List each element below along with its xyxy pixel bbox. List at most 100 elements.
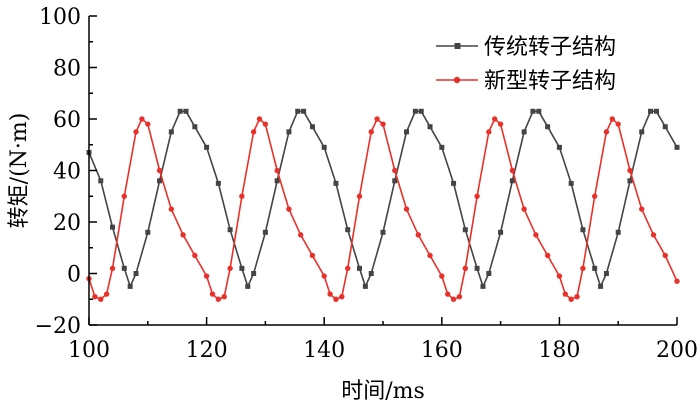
data-point bbox=[639, 206, 645, 212]
data-point bbox=[648, 108, 654, 114]
data-point bbox=[462, 265, 469, 272]
data-point bbox=[480, 283, 486, 289]
data-point bbox=[556, 273, 563, 279]
data-point bbox=[368, 129, 374, 135]
data-point bbox=[256, 116, 263, 122]
data-point bbox=[662, 124, 668, 130]
data-point bbox=[309, 252, 316, 259]
data-point bbox=[356, 265, 362, 271]
y-tick-label: 20 bbox=[53, 211, 81, 236]
data-point bbox=[274, 178, 280, 184]
x-axis-title: 时间/ms bbox=[341, 379, 425, 404]
data-point bbox=[309, 124, 315, 130]
data-point bbox=[321, 144, 327, 150]
data-point bbox=[450, 296, 457, 302]
data-point bbox=[204, 144, 210, 150]
data-point bbox=[568, 180, 574, 186]
data-point bbox=[674, 278, 680, 284]
y-tick-label: 40 bbox=[53, 160, 81, 185]
data-point bbox=[653, 108, 659, 114]
data-point bbox=[327, 291, 333, 297]
legend-item: 新型转子结构 bbox=[436, 69, 616, 94]
data-point bbox=[592, 265, 598, 271]
data-point bbox=[368, 271, 374, 276]
legend-item: 传统转子结构 bbox=[436, 35, 616, 60]
data-point bbox=[301, 108, 307, 114]
y-tick-label: 60 bbox=[53, 108, 81, 133]
data-point bbox=[404, 129, 410, 135]
data-point bbox=[356, 193, 363, 199]
data-point bbox=[177, 108, 183, 114]
data-point bbox=[168, 129, 174, 135]
data-point bbox=[98, 178, 104, 184]
data-point bbox=[110, 224, 116, 230]
data-point bbox=[345, 265, 351, 272]
data-point bbox=[262, 121, 269, 127]
data-point bbox=[591, 193, 598, 199]
data-point bbox=[286, 206, 292, 212]
data-point bbox=[474, 265, 480, 271]
y-axis-title: 转矩/(N·m) bbox=[7, 113, 32, 229]
data-point bbox=[486, 271, 492, 276]
data-point bbox=[139, 116, 145, 122]
data-point bbox=[203, 273, 210, 279]
data-point bbox=[251, 271, 257, 276]
data-point bbox=[192, 252, 198, 259]
data-point bbox=[274, 167, 280, 174]
series-1 bbox=[86, 108, 680, 289]
data-point bbox=[627, 167, 633, 174]
data-point bbox=[427, 124, 433, 130]
data-point bbox=[215, 296, 222, 302]
data-point bbox=[492, 116, 498, 122]
data-point bbox=[98, 296, 104, 302]
data-point bbox=[412, 108, 418, 114]
series-line bbox=[88, 110, 678, 289]
data-point bbox=[133, 129, 139, 135]
legend-marker bbox=[453, 76, 461, 84]
data-point bbox=[168, 206, 175, 212]
data-point bbox=[250, 129, 257, 135]
data-point bbox=[456, 293, 463, 300]
data-point bbox=[439, 273, 445, 279]
data-point bbox=[474, 193, 480, 199]
series-line bbox=[88, 117, 678, 301]
tick-labels: 100 120 140 160 180 200 −20 0 20 40 60 80 100 bbox=[35, 5, 698, 363]
data-point bbox=[392, 167, 398, 174]
data-point bbox=[183, 108, 189, 114]
data-point bbox=[650, 232, 657, 238]
data-point bbox=[321, 273, 327, 279]
data-point bbox=[444, 291, 451, 297]
x-tick-label: 140 bbox=[303, 338, 345, 363]
data-point bbox=[439, 144, 445, 150]
data-point bbox=[239, 265, 245, 271]
data-point bbox=[339, 293, 345, 300]
data-point bbox=[127, 283, 133, 289]
data-point bbox=[380, 229, 386, 235]
data-point bbox=[403, 206, 410, 212]
plot-area bbox=[86, 108, 680, 302]
data-point bbox=[156, 167, 163, 174]
data-point bbox=[639, 129, 645, 135]
data-point bbox=[674, 144, 680, 150]
data-point bbox=[521, 129, 527, 135]
data-point bbox=[521, 206, 527, 212]
data-point bbox=[562, 291, 568, 297]
y-tick-label: 0 bbox=[67, 263, 81, 288]
data-point bbox=[545, 124, 551, 130]
data-point bbox=[418, 108, 424, 114]
data-point bbox=[603, 271, 609, 276]
data-point bbox=[451, 180, 457, 186]
data-point bbox=[133, 271, 139, 276]
data-point bbox=[627, 178, 633, 184]
data-point bbox=[598, 283, 604, 289]
data-point bbox=[345, 227, 351, 233]
data-point bbox=[392, 178, 398, 184]
data-point bbox=[103, 291, 110, 297]
data-point bbox=[295, 108, 301, 114]
data-point bbox=[109, 265, 116, 272]
data-point bbox=[121, 193, 127, 199]
data-point bbox=[580, 265, 586, 272]
y-tick-label: 80 bbox=[53, 57, 81, 82]
